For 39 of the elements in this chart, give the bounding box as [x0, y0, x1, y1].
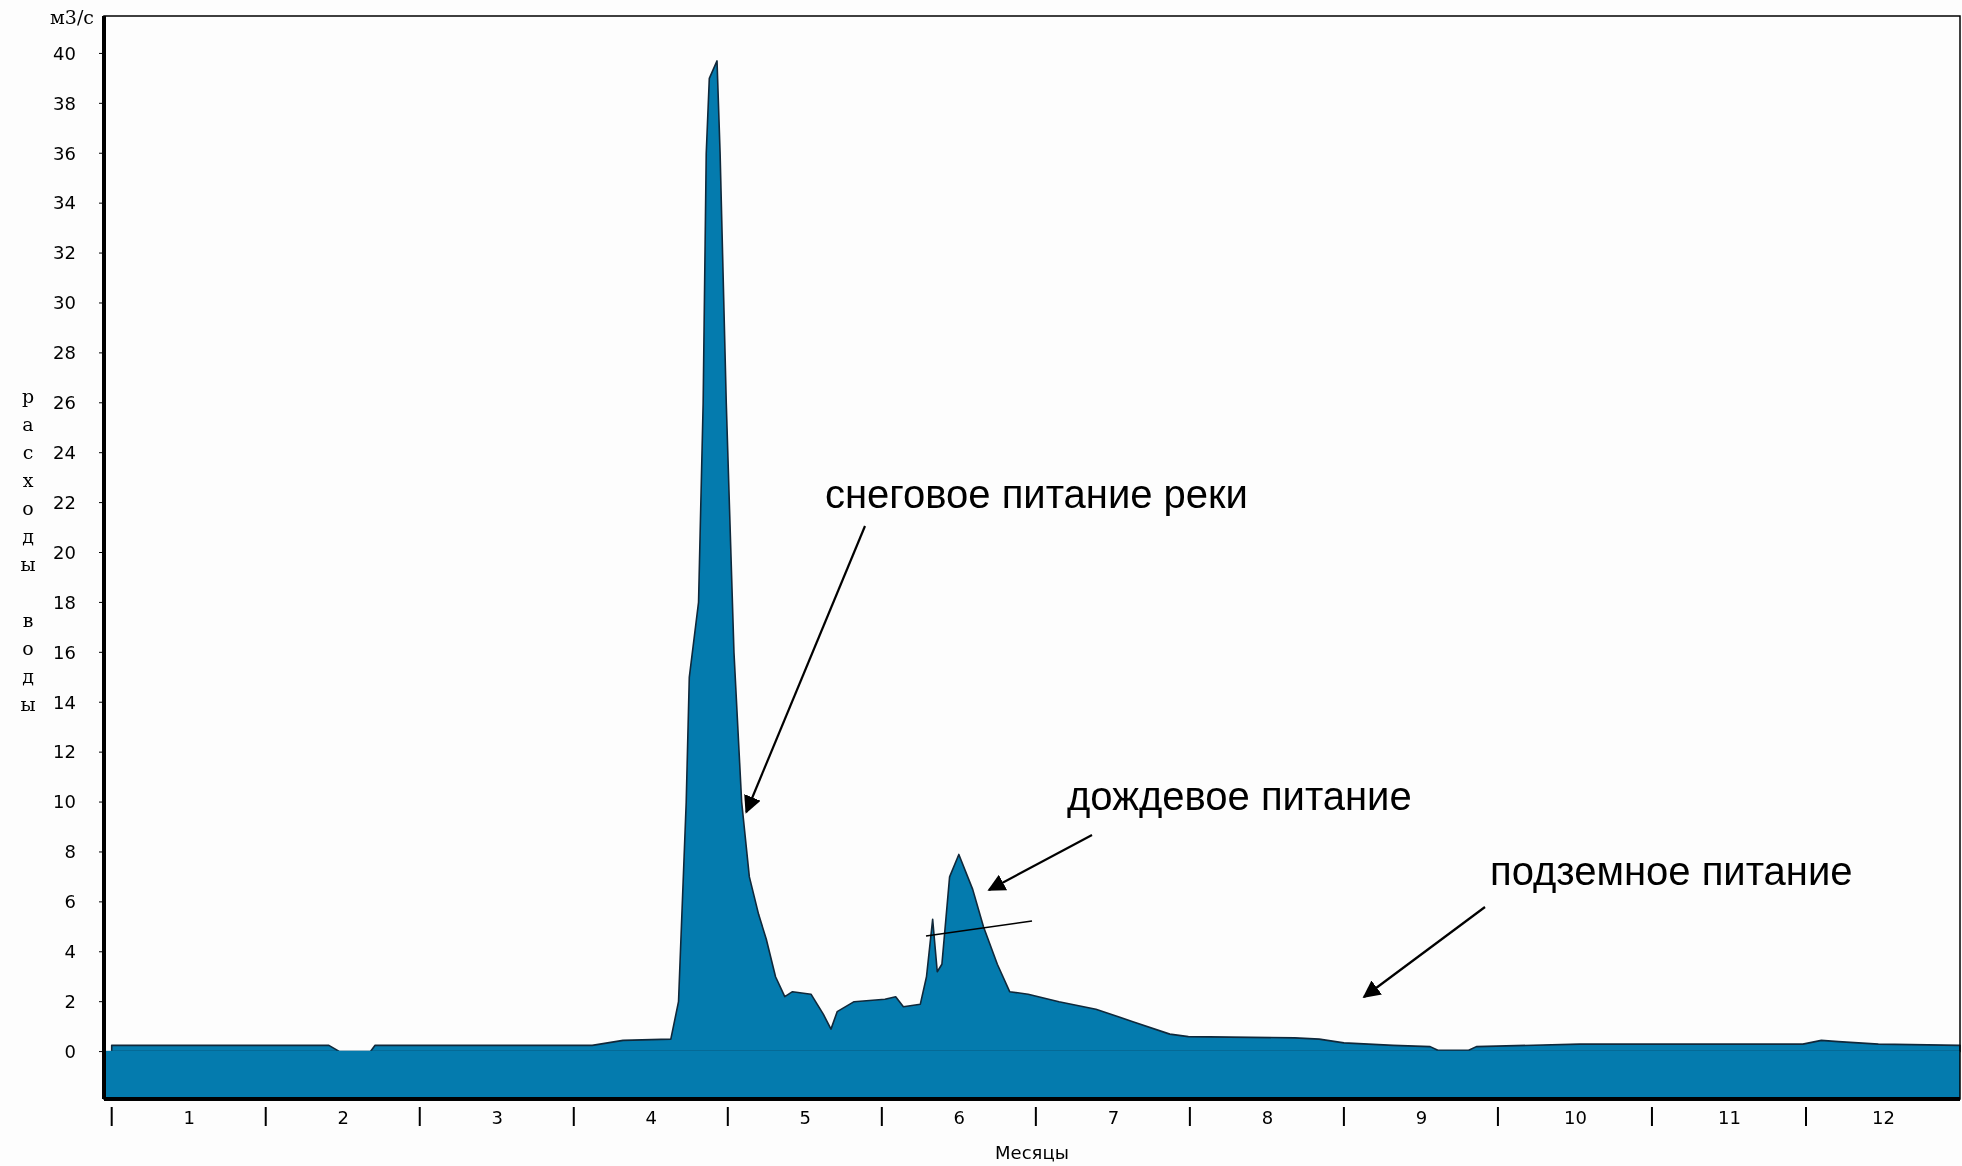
y-tick-label: 34 — [53, 192, 76, 214]
y-tick-label: 2 — [64, 990, 76, 1012]
x-tick-label: 12 — [1872, 1106, 1895, 1128]
x-tick-label: 6 — [953, 1106, 966, 1128]
x-tick-label: 9 — [1415, 1106, 1428, 1128]
x-tick-label: 7 — [1107, 1106, 1120, 1128]
x-tick-label: 1 — [183, 1106, 195, 1128]
x-tick-label: 10 — [1563, 1106, 1587, 1128]
y-tick-label: 6 — [64, 891, 76, 913]
y-tick-label: 20 — [53, 541, 76, 563]
x-axis-title: Месяцы — [995, 1142, 1069, 1164]
x-tick-label: 3 — [491, 1106, 503, 1128]
y-tick-label: 16 — [53, 641, 76, 663]
y-tick-label: 40 — [53, 42, 76, 64]
y-tick-label: 22 — [53, 491, 76, 513]
y-tick-label: 8 — [64, 841, 76, 863]
y-tick-label: 4 — [64, 941, 76, 963]
annotation: снеговое питание реки — [825, 472, 1248, 516]
x-tick-label: 5 — [799, 1106, 812, 1128]
x-tick-label: 11 — [1718, 1106, 1741, 1128]
x-tick-label: 4 — [645, 1106, 658, 1128]
text: м3/с — [50, 6, 94, 28]
y-tick-label: 14 — [53, 691, 76, 713]
y-tick-label: 24 — [53, 441, 76, 463]
y-axis-title: расходы воды — [17, 385, 39, 721]
x-tick-label: 2 — [337, 1106, 349, 1128]
y-tick-label: 18 — [53, 591, 76, 613]
y-tick-label: 28 — [53, 342, 76, 364]
y-tick-label: 10 — [53, 791, 76, 813]
y-tick-label: 38 — [53, 92, 76, 114]
y-tick-label: 30 — [53, 292, 76, 314]
annotation: подземное питание — [1490, 849, 1853, 893]
y-tick-label: 36 — [53, 142, 76, 164]
x-tick-label: 8 — [1261, 1106, 1274, 1128]
annotation: дождевое питание — [1067, 774, 1412, 818]
y-tick-label: 0 — [64, 1040, 76, 1062]
y-tick-label: 32 — [53, 242, 76, 264]
y-tick-label: 12 — [53, 741, 76, 763]
y-tick-label: 26 — [53, 392, 76, 414]
